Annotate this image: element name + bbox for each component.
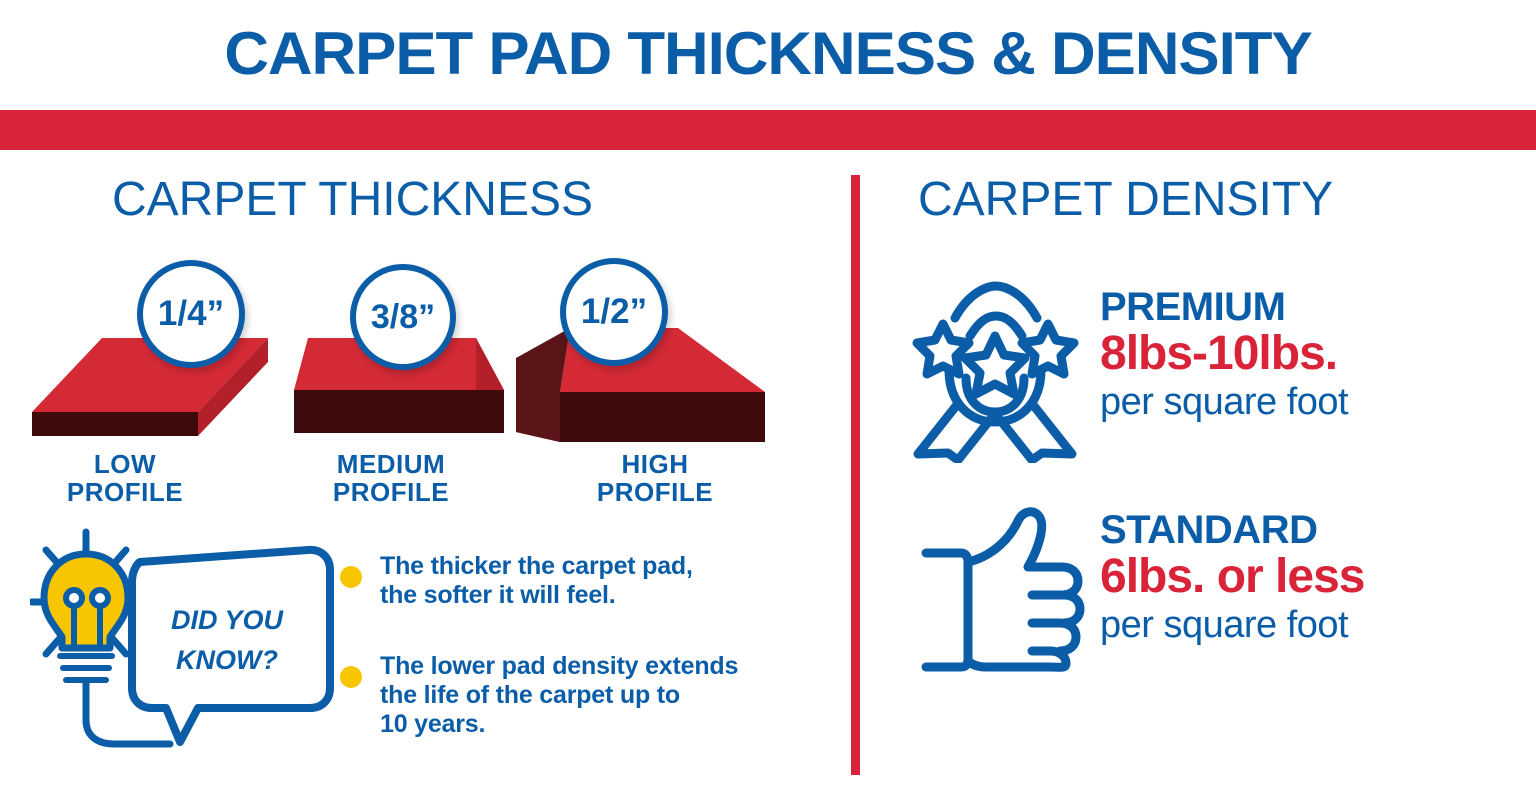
lightbulb-icon bbox=[28, 528, 334, 748]
speech-bubble bbox=[128, 545, 334, 746]
bullet-text: The thicker the carpet pad, the softer i… bbox=[380, 552, 693, 609]
badge-label: 1/2” bbox=[580, 292, 648, 331]
density-tier-name: STANDARD bbox=[1100, 508, 1318, 552]
bullet-dot-icon bbox=[340, 566, 362, 588]
badge-thickness-quarter: 1/4” bbox=[137, 260, 245, 368]
list-item: The thicker the carpet pad, the softer i… bbox=[336, 552, 836, 610]
pad-label-high: HIGH PROFILE bbox=[596, 449, 714, 507]
thumbs-up-icon bbox=[921, 507, 1085, 672]
pad-high-profile bbox=[500, 310, 790, 455]
density-unit: per square foot bbox=[1100, 381, 1349, 423]
section-heading-density: CARPET DENSITY bbox=[918, 173, 1334, 226]
pad-3d-shape-high bbox=[516, 328, 765, 442]
header-red-bar bbox=[0, 110, 1536, 150]
did-you-know-label: DID YOU KNOW? bbox=[170, 605, 284, 675]
did-you-know-group bbox=[28, 520, 350, 780]
density-value: 8lbs-10lbs. bbox=[1100, 327, 1338, 380]
density-tier-name: PREMIUM bbox=[1100, 285, 1286, 329]
page-title: CARPET PAD THICKNESS & DENSITY bbox=[224, 20, 1312, 87]
pad-label-medium: MEDIUM PROFILE bbox=[332, 449, 450, 507]
pad-label-low: LOW PROFILE bbox=[66, 449, 184, 507]
award-ribbon-icon bbox=[912, 281, 1079, 463]
density-item-standard: STANDARD 6lbs. or less per square foot bbox=[920, 505, 1520, 685]
density-item-premium: PREMIUM 8lbs-10lbs. per square foot bbox=[908, 278, 1508, 468]
fact-bullet-list: The thicker the carpet pad, the softer i… bbox=[336, 552, 836, 769]
badge-thickness-half: 1/2” bbox=[560, 258, 668, 366]
bullet-text: The lower pad density extends the life o… bbox=[380, 652, 739, 738]
density-text-standard: STANDARD 6lbs. or less per square foot bbox=[1100, 508, 1365, 647]
list-item: The lower pad density extends the life o… bbox=[336, 652, 836, 739]
badge-thickness-threeeighths: 3/8” bbox=[350, 264, 456, 370]
density-value: 6lbs. or less bbox=[1100, 550, 1365, 603]
section-heading-thickness: CARPET THICKNESS bbox=[112, 173, 594, 226]
density-text-premium: PREMIUM 8lbs-10lbs. per square foot bbox=[1100, 285, 1349, 424]
bulb-glass bbox=[40, 550, 132, 652]
badge-label: 1/4” bbox=[157, 294, 225, 333]
bullet-dot-icon bbox=[340, 666, 362, 688]
badge-label: 3/8” bbox=[370, 297, 436, 336]
density-unit: per square foot bbox=[1100, 604, 1349, 646]
column-divider bbox=[851, 175, 860, 775]
